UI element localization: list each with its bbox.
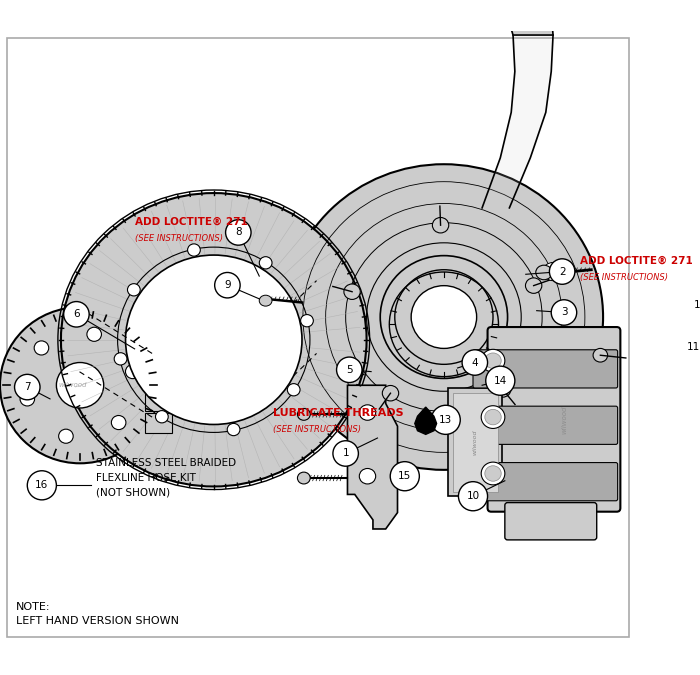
Ellipse shape [543,263,563,281]
Circle shape [686,291,700,320]
Ellipse shape [125,255,302,425]
Text: (SEE INSTRUCTIONS): (SEE INSTRUCTIONS) [134,234,223,243]
Text: wilwood: wilwood [561,406,567,434]
Text: 16: 16 [35,481,48,490]
Ellipse shape [380,256,508,379]
Ellipse shape [59,429,74,443]
Ellipse shape [57,362,104,408]
Text: wilwood: wilwood [59,382,87,388]
Ellipse shape [359,468,376,484]
Ellipse shape [481,462,505,485]
Ellipse shape [259,256,272,269]
Ellipse shape [300,315,314,327]
Ellipse shape [61,193,367,487]
Circle shape [431,405,461,435]
FancyBboxPatch shape [145,414,172,433]
FancyBboxPatch shape [145,368,172,388]
Ellipse shape [526,278,542,294]
Ellipse shape [285,164,603,470]
Polygon shape [415,407,437,435]
FancyBboxPatch shape [505,503,596,540]
Text: 10: 10 [466,491,480,502]
Ellipse shape [536,265,552,279]
Circle shape [15,375,40,400]
Ellipse shape [287,383,300,396]
Ellipse shape [87,327,101,342]
Ellipse shape [114,353,127,365]
Ellipse shape [188,244,200,256]
Circle shape [64,302,89,327]
Text: 13: 13 [439,415,452,425]
Circle shape [215,273,240,298]
Circle shape [462,350,488,375]
Ellipse shape [127,284,140,296]
Text: NOTE:
LEFT HAND VERSION SHOWN: NOTE: LEFT HAND VERSION SHOWN [16,601,179,626]
Text: 3: 3 [561,308,567,317]
Ellipse shape [155,410,168,423]
Ellipse shape [593,348,608,362]
Polygon shape [347,385,398,529]
Text: ADD LOCTITE® 271: ADD LOCTITE® 271 [580,256,693,266]
Text: 7: 7 [24,382,31,392]
Ellipse shape [481,406,505,429]
Circle shape [390,462,419,491]
Circle shape [225,219,251,245]
Text: LUBRICATE THREADS: LUBRICATE THREADS [273,408,403,418]
Text: 6: 6 [73,309,80,319]
Ellipse shape [481,350,505,372]
FancyBboxPatch shape [453,393,498,491]
Ellipse shape [228,423,240,435]
Ellipse shape [395,270,493,364]
FancyBboxPatch shape [449,388,502,496]
FancyBboxPatch shape [473,462,617,501]
Circle shape [458,482,488,511]
Ellipse shape [0,307,160,463]
FancyBboxPatch shape [7,38,629,637]
Text: wilwood: wilwood [473,429,478,455]
Text: 12: 12 [694,300,700,310]
Polygon shape [508,0,553,35]
Text: (SEE INSTRUCTIONS): (SEE INSTRUCTIONS) [580,273,668,282]
Circle shape [486,366,514,396]
FancyBboxPatch shape [488,327,620,512]
Circle shape [333,441,358,466]
Text: 8: 8 [235,227,241,238]
Ellipse shape [382,385,399,401]
Ellipse shape [359,405,376,421]
Text: 14: 14 [494,376,507,385]
Ellipse shape [298,408,310,421]
Text: (SEE INSTRUCTIONS): (SEE INSTRUCTIONS) [273,425,361,434]
Ellipse shape [259,295,272,306]
Text: 4: 4 [472,358,478,367]
Circle shape [678,333,700,362]
Text: 15: 15 [398,471,412,481]
Circle shape [27,470,57,500]
Ellipse shape [34,341,49,355]
Text: 5: 5 [346,364,353,375]
FancyBboxPatch shape [145,391,172,410]
Ellipse shape [20,392,34,406]
Ellipse shape [485,353,501,369]
FancyBboxPatch shape [473,350,617,388]
Ellipse shape [433,217,449,233]
Ellipse shape [344,284,360,300]
Ellipse shape [111,416,126,429]
Ellipse shape [485,466,501,481]
Circle shape [337,357,362,383]
Text: 1: 1 [342,448,349,458]
Text: ADD LOCTITE® 271: ADD LOCTITE® 271 [134,217,247,227]
FancyBboxPatch shape [473,406,617,444]
Text: 11: 11 [687,342,700,352]
Circle shape [551,300,577,325]
Ellipse shape [494,381,511,397]
Text: 9: 9 [224,280,231,290]
Ellipse shape [411,286,477,348]
FancyBboxPatch shape [145,345,172,365]
Ellipse shape [485,409,501,425]
Ellipse shape [298,472,310,484]
Circle shape [550,259,575,284]
Text: 2: 2 [559,267,566,277]
Ellipse shape [125,364,140,379]
Text: STAINLESS STEEL BRAIDED
FLEXLINE HOSE KIT
(NOT SHOWN): STAINLESS STEEL BRAIDED FLEXLINE HOSE KI… [95,458,236,498]
